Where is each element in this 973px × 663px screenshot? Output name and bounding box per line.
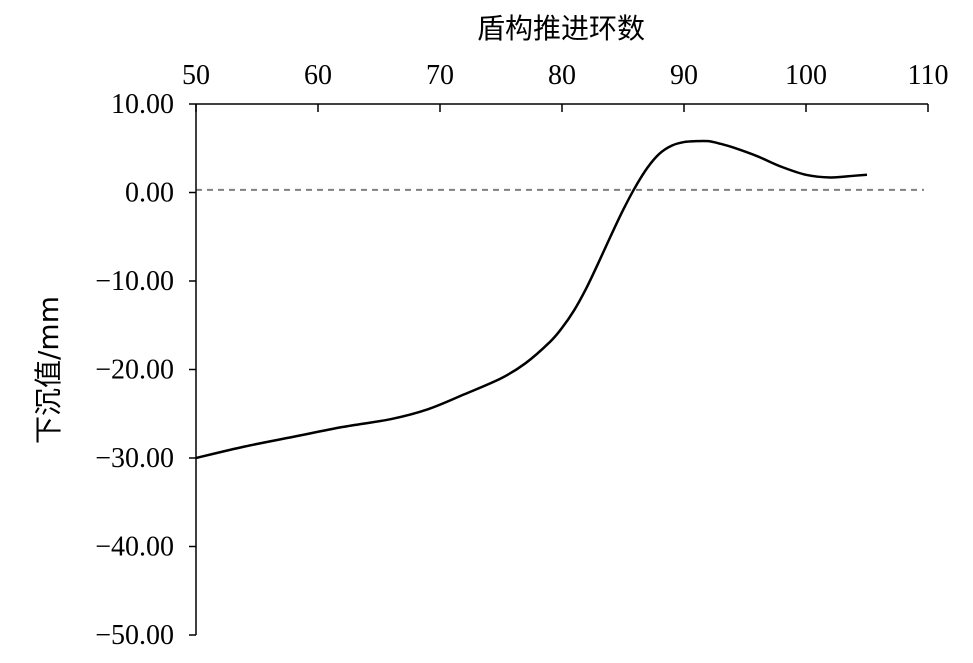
x-tick-label: 100: [785, 60, 827, 91]
x-tick-label: 110: [908, 60, 949, 91]
x-tick-label: 50: [182, 60, 210, 91]
y-tick-label: −20.00: [95, 355, 174, 386]
x-axis-title: 盾构推进环数: [477, 12, 645, 45]
y-axis-title: 下沉值/mm: [32, 296, 65, 444]
y-tick-label: −40.00: [95, 532, 174, 563]
x-tick-label: 80: [548, 60, 576, 91]
chart-axes: [189, 103, 929, 636]
x-tick-label: 60: [304, 60, 332, 91]
settlement-series-line: [195, 139, 868, 460]
y-tick-label: −50.00: [95, 620, 174, 651]
tick-labels: 50 60 70 80 90 100 110 10.00 0.00 −10.00 −20.00 −30…: [95, 60, 948, 651]
y-tick-label: 0.00: [125, 178, 174, 209]
x-tick-label: 70: [426, 60, 454, 91]
y-tick-label: −10.00: [95, 266, 174, 297]
x-tick-label: 90: [670, 60, 698, 91]
y-tick-label: 10.00: [111, 89, 174, 120]
series-layer: [195, 139, 868, 460]
y-tick-label: −30.00: [95, 443, 174, 474]
